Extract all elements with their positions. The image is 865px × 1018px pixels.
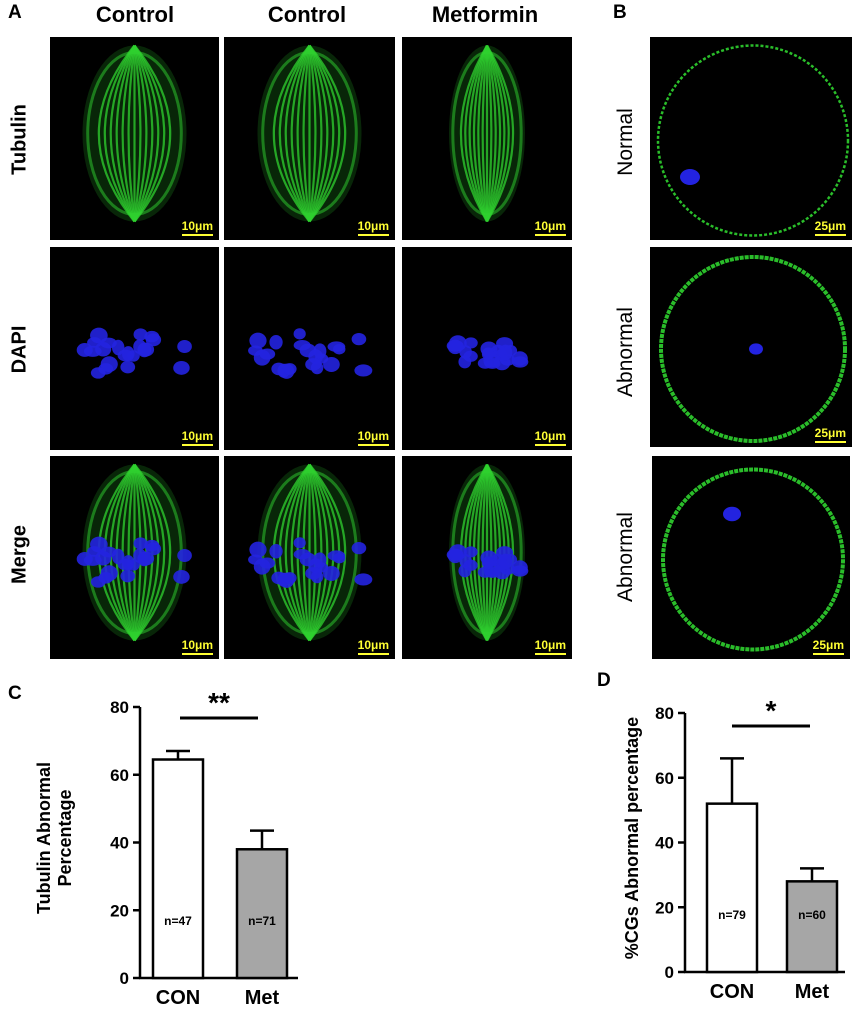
scale-bar-line [181,444,213,446]
row-label-tubulin: Tubulin [8,104,31,175]
y-axis-label: %CGs Abnormal percentage [622,717,642,959]
significance-marker: * [766,695,777,726]
y-tick-label: 0 [665,963,674,982]
scale-bar-10um: 10μm [181,638,213,655]
chart-d: 0 20 40 60 80 n=79 CON n=60 Met * %CGs Abnormal pe… [600,668,865,1013]
scale-bar-25um: 25μm [812,638,844,655]
scale-bar-label: 10μm [181,638,213,652]
bar-con [705,802,759,974]
panel-letter-b: B [613,2,627,23]
scale-bar-10um: 10μm [534,429,566,446]
row-label-abnormal-2: Abnormal [614,512,637,602]
scale-bar-10um: 10μm [181,219,213,236]
scale-bar-10um: 10μm [357,219,389,236]
scale-bar-label: 25μm [812,638,844,652]
scale-bar-line [357,653,389,655]
row-label-abnormal-1: Abnormal [614,307,637,397]
column-title-control-1: Control [95,2,175,27]
scale-bar-line [181,234,213,236]
scale-bar-label: 10μm [357,219,389,233]
chart-c-svg: 0 20 40 60 80 n=47 CON n=71 Met ** Tubulin Abnorma… [34,687,298,1009]
scale-bar-10um: 10μm [181,429,213,446]
scale-bar-line [814,234,846,236]
row-label-merge: Merge [8,525,31,584]
chart-d-svg: 0 20 40 60 80 n=79 CON n=60 Met * %CGs Abnormal pe… [622,695,845,1003]
scale-bar-line [357,444,389,446]
scale-bar-line [812,653,844,655]
y-tick-label: 40 [110,834,129,853]
row-label-dapi: DAPI [8,325,31,374]
column-title-metformin: Metformin [431,2,539,27]
oocyte-image-2: 25μm [650,247,852,447]
micrograph-dapi-3: 10μm [402,247,572,450]
scale-bar-10um: 10μm [534,219,566,236]
x-tick-label: Met [795,981,830,1003]
x-tick-label: CON [710,981,754,1003]
oocyte-image-1: 25μm [650,37,852,240]
scale-bar-label: 25μm [814,426,846,440]
bar-met [235,848,289,980]
scale-bar-label: 25μm [814,219,846,233]
micrograph-merge-2: 10μm [224,456,395,659]
scale-bar-label: 10μm [181,429,213,443]
n-label: n=47 [164,914,192,928]
micrograph-tubulin-3: 10μm [402,37,572,240]
scale-bar-line [534,234,566,236]
row-label-normal: Normal [614,108,637,176]
y-tick-label: 20 [110,901,129,920]
scale-bar-10um: 10μm [534,638,566,655]
scale-bar-label: 10μm [534,219,566,233]
y-axis-label: Tubulin AbnormalPercentage [34,762,75,914]
scale-bar-10um: 10μm [357,429,389,446]
scale-bar-25um: 25μm [814,219,846,236]
y-tick-label: 80 [655,704,674,723]
scale-bar-label: 10μm [534,429,566,443]
micrograph-dapi-2: 10μm [224,247,395,450]
x-tick-label: Met [245,987,280,1009]
micrograph-merge-1: 10μm [50,456,219,659]
panel-letter-a: A [8,2,22,23]
scale-bar-line [534,653,566,655]
scale-bar-line [181,653,213,655]
scale-bar-25um: 25μm [814,426,846,443]
y-tick-label: 60 [655,769,674,788]
micrograph-dapi-1: 10μm [50,247,219,450]
scale-bar-line [814,441,846,443]
significance-marker: ** [208,687,230,718]
scale-bar-label: 10μm [357,638,389,652]
chart-c: 0 20 40 60 80 n=47 CON n=71 Met ** Tubulin Abnorma… [30,678,330,1013]
bar-con [151,758,205,980]
x-tick-label: CON [156,987,200,1009]
n-label: n=79 [718,908,746,922]
n-label: n=60 [798,908,826,922]
scale-bar-label: 10μm [357,429,389,443]
y-tick-label: 40 [655,834,674,853]
y-tick-label: 60 [110,766,129,785]
panel-letter-c: C [8,683,22,704]
bar-met [785,880,839,974]
scale-bar-label: 10μm [534,638,566,652]
oocyte-image-3: 25μm [652,456,850,659]
micrograph-tubulin-1: 10μm [50,37,219,240]
scale-bar-line [534,444,566,446]
micrograph-merge-3: 10μm [402,456,572,659]
scale-bar-10um: 10μm [357,638,389,655]
column-title-control-2: Control [267,2,347,27]
scale-bar-label: 10μm [181,219,213,233]
n-label: n=71 [248,914,276,928]
micrograph-tubulin-2: 10μm [224,37,395,240]
scale-bar-line [357,234,389,236]
y-tick-label: 0 [120,969,129,988]
y-tick-label: 20 [655,898,674,917]
panel-letter-d: D [597,670,611,691]
y-tick-label: 80 [110,698,129,717]
